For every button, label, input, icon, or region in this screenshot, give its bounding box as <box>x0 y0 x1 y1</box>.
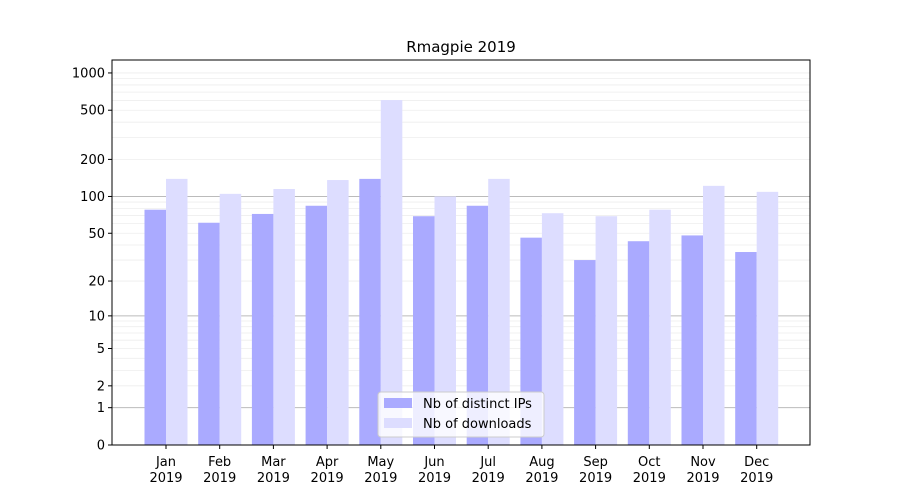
y-tick-label: 1000 <box>72 66 105 81</box>
x-tick-label: Jul <box>479 455 496 470</box>
legend-swatch <box>384 418 412 428</box>
legend-swatch <box>384 398 412 408</box>
y-tick-label: 1 <box>97 401 105 416</box>
legend-box <box>377 391 545 438</box>
x-tick-label: Feb <box>208 455 231 470</box>
x-tick-label: 2019 <box>472 471 505 486</box>
x-tick-label: 2019 <box>633 471 666 486</box>
x-tick-label: Sep <box>583 455 608 470</box>
bar-downloads <box>649 209 671 445</box>
axes-frame <box>111 59 811 446</box>
bar-ips <box>359 178 381 445</box>
bar-ips <box>305 205 328 445</box>
x-tick-label: 2019 <box>203 471 236 486</box>
x-tick-label: 2019 <box>525 471 558 486</box>
x-tick-label: Jan <box>155 455 176 470</box>
legend-label: Nb of downloads <box>423 417 532 432</box>
y-tick-label: 200 <box>80 153 105 168</box>
bar-downloads <box>273 189 295 445</box>
x-tick-label: Apr <box>316 455 339 470</box>
y-tick-label: 5 <box>97 342 105 357</box>
x-tick-label: Aug <box>529 455 554 470</box>
x-tick-label: 2019 <box>149 471 182 486</box>
bar-downloads <box>541 213 564 445</box>
bar-downloads <box>703 185 725 446</box>
x-tick-label: Dec <box>744 455 769 470</box>
x-tick-label: 2019 <box>740 471 773 486</box>
y-tick-label: 100 <box>80 190 105 205</box>
x-tick-label: 2019 <box>311 471 344 486</box>
bar-ips <box>574 260 596 445</box>
bar-downloads <box>434 196 456 445</box>
bar-downloads <box>219 193 242 445</box>
bar-downloads <box>380 100 403 446</box>
x-tick-label: Nov <box>690 455 716 470</box>
y-tick-label: 10 <box>88 309 105 324</box>
bar-ips <box>735 252 757 445</box>
x-tick-label: Jun <box>423 455 444 470</box>
bar-downloads <box>488 178 510 445</box>
y-tick-label: 0 <box>97 439 105 454</box>
x-tick-label: 2019 <box>579 471 612 486</box>
y-tick-label: 20 <box>88 275 105 290</box>
bar-downloads <box>595 216 618 445</box>
x-tick-label: 2019 <box>418 471 451 486</box>
bars <box>144 100 779 446</box>
x-axis: Jan2019Feb2019Mar2019Apr2019May2019Jun20… <box>149 445 773 486</box>
bar-ips <box>144 209 166 445</box>
legend-label: Nb of distinct IPs <box>423 397 532 412</box>
bar-ips <box>466 205 489 445</box>
y-axis: 0 1 2 5 10 20 50 100 200 500 1000 <box>72 66 112 454</box>
bar-ips <box>413 216 435 445</box>
x-tick-label: 2019 <box>364 471 397 486</box>
x-tick-label: 2019 <box>257 471 290 486</box>
bar-ips <box>627 241 650 445</box>
x-tick-label: May <box>367 455 394 470</box>
bar-downloads <box>327 180 349 446</box>
legend: Nb of distinct IPs Nb of downloads <box>377 391 545 438</box>
x-tick-label: Mar <box>261 455 286 470</box>
y-tick-label: 50 <box>88 227 105 242</box>
bar-ips <box>251 213 274 445</box>
bar-downloads <box>166 178 188 445</box>
x-tick-label: 2019 <box>686 471 719 486</box>
chart-title: Rmagpie 2019 <box>406 38 516 56</box>
x-tick-label: Oct <box>638 455 660 470</box>
bar-ips <box>681 235 703 445</box>
bar-ips <box>198 222 220 445</box>
y-tick-label: 2 <box>97 379 105 394</box>
bar-downloads <box>756 191 779 445</box>
y-tick-label: 500 <box>80 104 105 119</box>
